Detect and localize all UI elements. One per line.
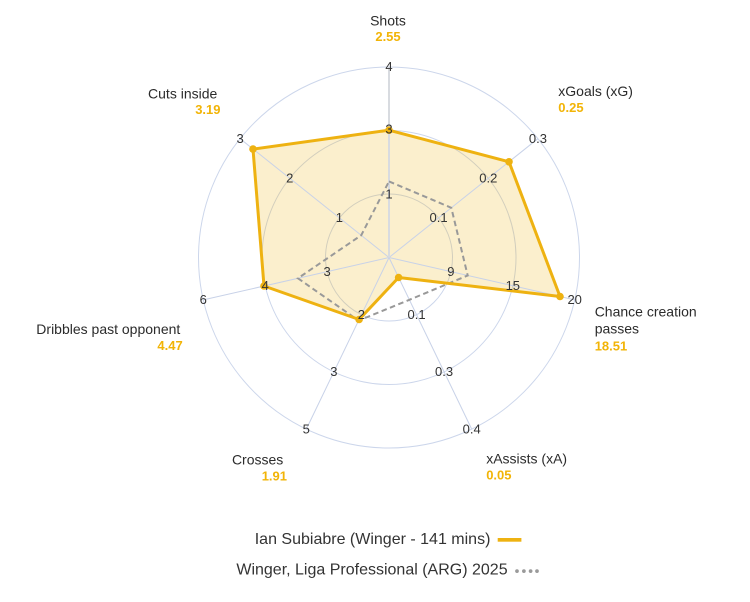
svg-text:xAssists (xA): xAssists (xA)	[486, 451, 567, 467]
svg-text:Chance creation: Chance creation	[595, 304, 697, 320]
svg-text:0.25: 0.25	[558, 100, 583, 115]
svg-text:xGoals (xG): xGoals (xG)	[558, 83, 633, 99]
svg-text:3: 3	[323, 264, 330, 279]
svg-text:0.4: 0.4	[463, 421, 481, 436]
svg-text:3: 3	[330, 364, 337, 379]
svg-text:4: 4	[262, 278, 269, 293]
svg-text:9: 9	[447, 264, 454, 279]
svg-text:0.1: 0.1	[408, 307, 426, 322]
svg-text:Ian Subiabre (Winger - 141 min: Ian Subiabre (Winger - 141 mins)	[255, 531, 491, 548]
svg-text:1: 1	[336, 210, 343, 225]
svg-text:Winger, Liga Professional (ARG: Winger, Liga Professional (ARG) 2025	[236, 561, 507, 578]
svg-text:5: 5	[303, 421, 310, 436]
svg-text:2: 2	[358, 307, 365, 322]
svg-text:0.05: 0.05	[486, 468, 511, 483]
svg-text:Dribbles past opponent: Dribbles past opponent	[36, 321, 180, 337]
svg-text:0.3: 0.3	[435, 364, 453, 379]
svg-text:18.51: 18.51	[595, 339, 628, 354]
svg-text:Cuts inside: Cuts inside	[148, 85, 217, 101]
svg-text:0.1: 0.1	[430, 210, 448, 225]
svg-text:passes: passes	[595, 321, 639, 337]
svg-text:Crosses: Crosses	[232, 452, 283, 468]
svg-text:3: 3	[385, 121, 392, 136]
svg-text:15: 15	[506, 278, 520, 293]
svg-text:0.3: 0.3	[529, 131, 547, 146]
svg-text:3: 3	[236, 131, 243, 146]
svg-text:1.91: 1.91	[262, 469, 287, 484]
svg-text:3.19: 3.19	[195, 102, 220, 117]
svg-text:4.47: 4.47	[157, 338, 182, 353]
svg-text:1: 1	[385, 186, 392, 201]
svg-text:20: 20	[567, 292, 581, 307]
svg-text:0.2: 0.2	[479, 171, 497, 186]
svg-text:2.55: 2.55	[375, 29, 400, 44]
svg-text:2: 2	[286, 171, 293, 186]
svg-text:Shots: Shots	[370, 13, 406, 29]
svg-text:4: 4	[385, 59, 392, 74]
svg-text:6: 6	[200, 292, 207, 307]
